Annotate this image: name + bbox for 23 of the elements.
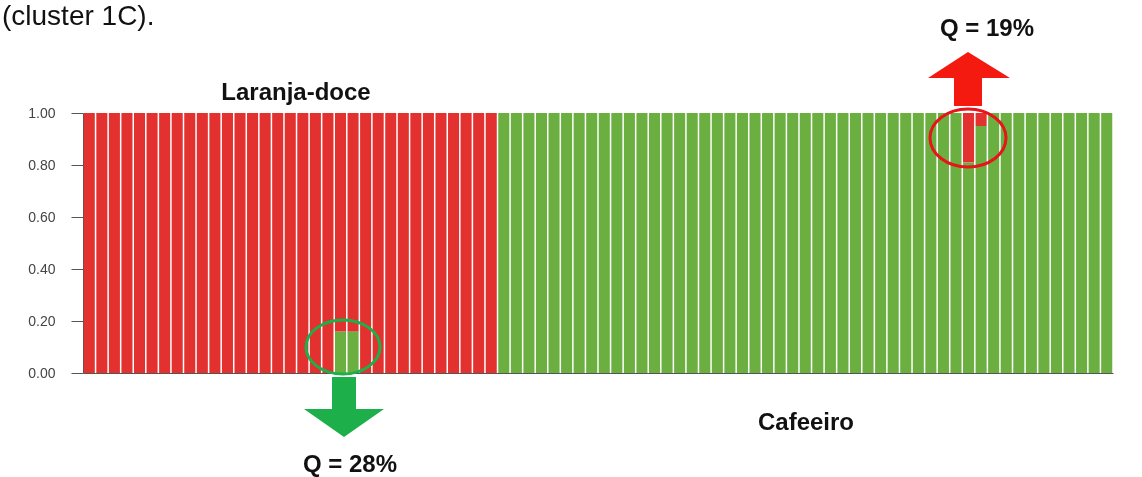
y-tick-label: 0.60	[28, 208, 56, 225]
y-tick-label: 0.80	[28, 156, 56, 173]
bar	[649, 113, 661, 373]
text: Laranja-doce	[221, 78, 371, 106]
y-tick-label: 0.20	[28, 312, 56, 329]
y-tick-label: 0.40	[28, 260, 56, 277]
bar	[485, 113, 497, 373]
bar	[498, 113, 510, 373]
bar	[963, 113, 975, 163]
bar	[975, 113, 987, 126]
y-tick-label: 0.00	[28, 364, 56, 381]
bar	[334, 113, 347, 332]
bar	[535, 113, 547, 373]
bar	[134, 113, 146, 373]
text: (cluster 1C).	[2, 0, 155, 32]
text: Q = 19%	[939, 14, 1035, 42]
bar	[849, 113, 862, 373]
bar	[347, 331, 359, 373]
bar	[1050, 113, 1062, 373]
text: Q = 28%	[302, 450, 398, 477]
y-tick-label: 1.00	[28, 104, 56, 121]
bar	[334, 331, 347, 373]
text: Cafeeiro	[757, 408, 855, 436]
